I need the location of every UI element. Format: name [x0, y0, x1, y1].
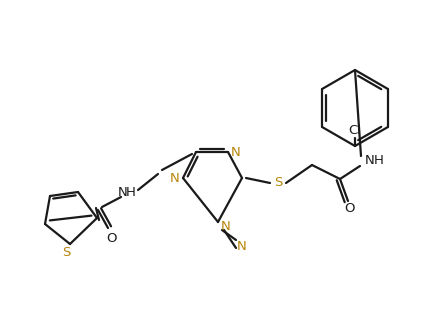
Text: H: H: [374, 154, 384, 167]
Text: N: N: [221, 220, 231, 233]
Text: N: N: [365, 154, 375, 167]
Text: S: S: [62, 245, 70, 258]
Text: N: N: [231, 146, 241, 159]
Text: N: N: [170, 172, 180, 185]
Text: S: S: [274, 176, 282, 189]
Text: H: H: [126, 187, 136, 200]
Text: N: N: [118, 187, 128, 200]
Text: O: O: [345, 202, 355, 214]
Text: O: O: [107, 231, 117, 244]
Text: Cl: Cl: [349, 124, 362, 136]
Text: N: N: [237, 240, 247, 253]
